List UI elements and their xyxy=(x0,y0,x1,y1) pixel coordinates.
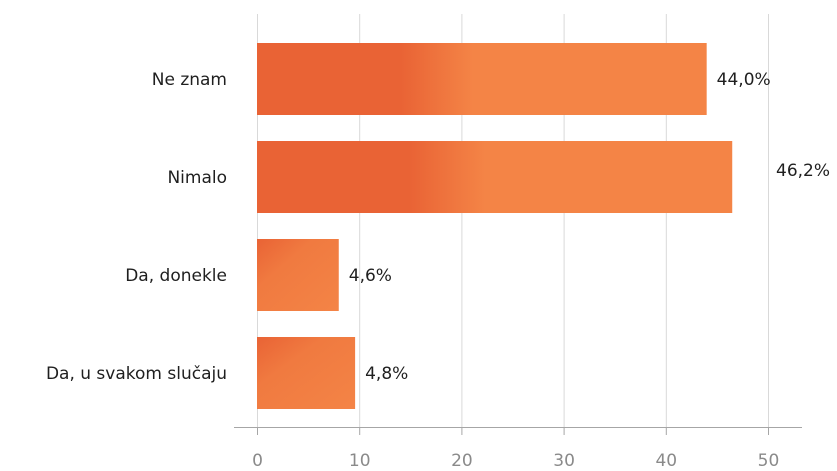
bar-0 xyxy=(257,43,707,115)
x-tick-label-0: 0 xyxy=(252,451,263,471)
category-label-2: Da, donekle xyxy=(125,266,227,286)
bar-3 xyxy=(257,337,356,409)
x-tick-label-20: 20 xyxy=(451,451,473,471)
x-tick-label-40: 40 xyxy=(655,451,677,471)
value-label-2: 4,6% xyxy=(349,266,392,286)
value-label-1: 46,2% xyxy=(776,161,830,181)
bar-2 xyxy=(257,239,339,311)
category-label-0: Ne znam xyxy=(152,70,227,90)
bar-1 xyxy=(257,141,733,213)
category-label-1: Nimalo xyxy=(167,168,227,188)
x-tick-label-10: 10 xyxy=(349,451,371,471)
value-label-3: 4,8% xyxy=(365,364,408,384)
category-label-3: Da, u svakom slučaju xyxy=(46,364,227,384)
x-tick-label-50: 50 xyxy=(758,451,780,471)
bars xyxy=(257,43,733,409)
x-axis: 0 10 20 30 40 50 xyxy=(234,427,802,471)
value-label-0: 44,0% xyxy=(717,70,771,90)
x-tick-label-30: 30 xyxy=(553,451,575,471)
labels: Ne znam 44,0% Nimalo 46,2% Da, donekle 4,6% Da… xyxy=(46,70,830,384)
